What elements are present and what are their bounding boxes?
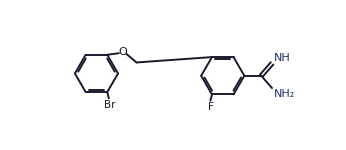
Text: NH₂: NH₂ <box>274 89 295 99</box>
Text: NH: NH <box>274 53 290 63</box>
Text: O: O <box>118 47 127 57</box>
Text: Br: Br <box>104 100 115 110</box>
Text: F: F <box>208 102 214 112</box>
